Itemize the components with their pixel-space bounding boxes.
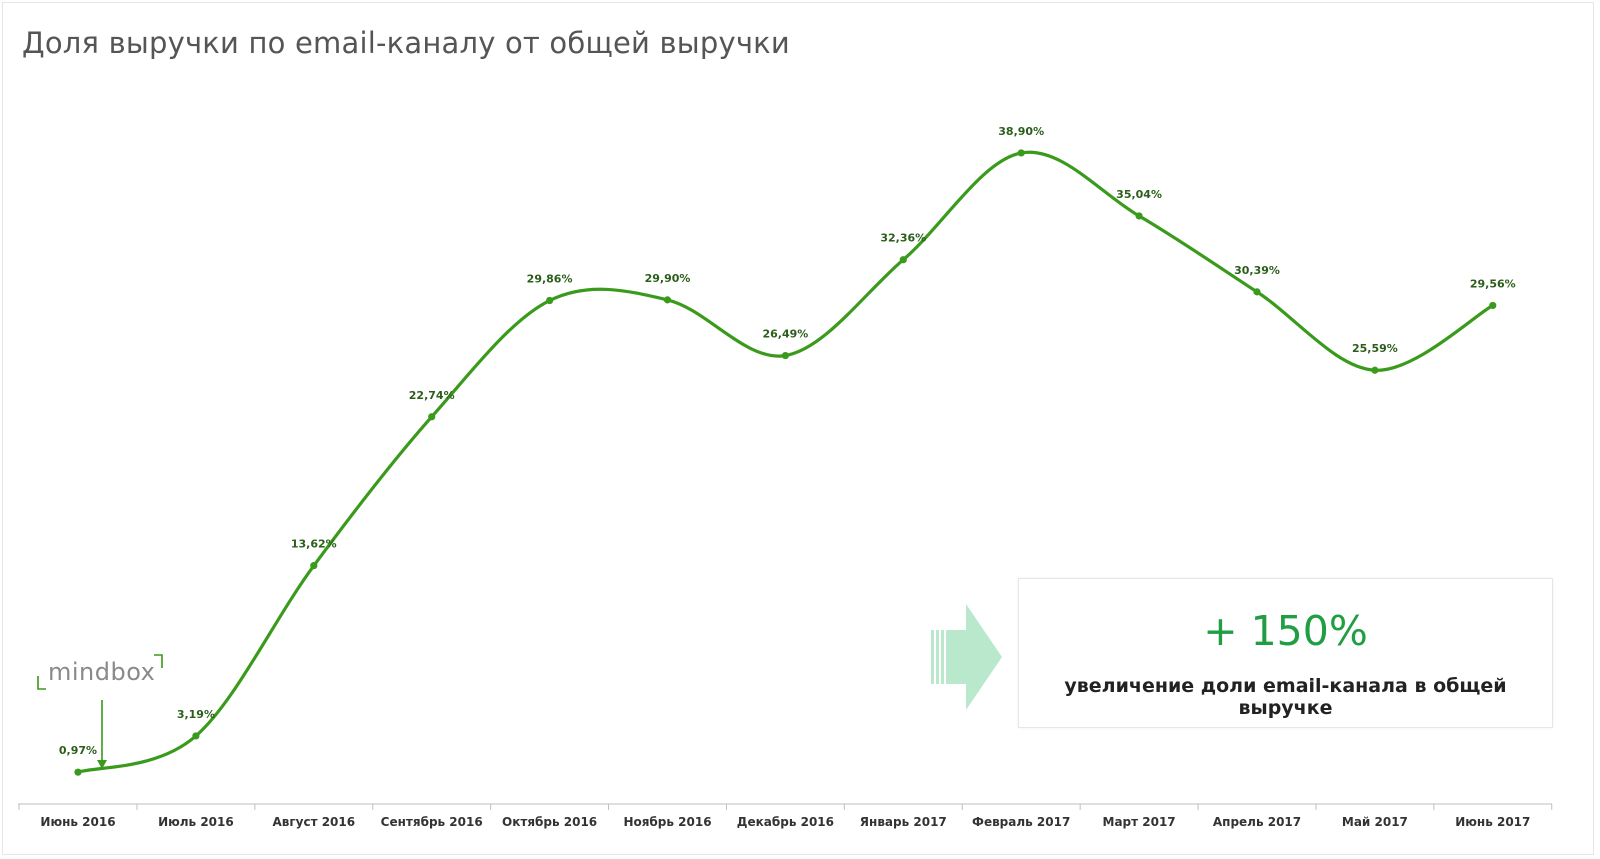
data-point [781,351,790,360]
x-tick-label: Июль 2016 [158,815,234,829]
logo-text: mindbox [48,658,156,686]
data-labels: 0,97% 3,19% 13,62% 22,74% 29,86% 29,90% 26,49%… [59,125,1516,757]
data-point [899,256,907,264]
data-label: 25,59% [1352,342,1398,355]
data-point [1371,366,1379,374]
data-point [1017,149,1025,157]
data-label: 29,56% [1470,277,1516,290]
data-label: 13,62% [291,538,337,551]
data-label: 32,36% [880,232,926,245]
arrow-stripe [941,630,944,684]
data-label: 0,97% [59,744,97,757]
data-label: 35,04% [1116,188,1162,201]
data-points [74,149,1497,776]
data-point [310,562,318,570]
data-point [546,296,554,305]
arrow-stripe [931,630,934,684]
data-point [192,732,200,740]
data-label: 30,39% [1234,264,1280,277]
x-tick-label: Июнь 2017 [1455,815,1530,829]
x-tick-label: Декабрь 2016 [737,815,834,829]
data-label: 38,90% [998,125,1044,138]
callout-text: увеличение доли email-канала в общей выр… [1064,675,1507,719]
data-label: 3,19% [177,708,215,721]
x-tick-label: Май 2017 [1342,815,1408,829]
x-tick-label: Июнь 2016 [40,815,115,829]
arrow-down-icon [97,760,107,769]
data-point [428,413,436,421]
x-tick-label: Март 2017 [1103,815,1176,829]
chart-title: Доля выручки по email-каналу от общей вы… [22,26,790,60]
arrow-stripe [936,630,939,684]
data-point [663,296,672,304]
x-tick-label: Сентябрь 2016 [381,815,483,829]
callout-box: + 150% увеличение доли email-канала в об… [1018,578,1553,728]
data-point [74,768,82,776]
x-tick-label: Август 2016 [272,815,355,829]
logo-brackets [37,654,163,690]
x-tick-label: Ноябрь 2016 [623,815,711,829]
data-label: 29,90% [645,272,691,285]
mindbox-logo: mindbox [36,652,166,692]
data-point [1489,301,1497,310]
x-tick-label: Февраль 2017 [972,815,1070,829]
arrow-right-icon [946,604,1002,710]
data-label: 26,49% [762,328,808,341]
decorations [97,604,1002,769]
x-tick-label: Октябрь 2016 [502,815,597,829]
x-tick-label: Апрель 2017 [1213,815,1301,829]
data-point [1135,212,1143,220]
x-axis: Июнь 2016 Июль 2016 Август 2016 Сентябрь 20… [18,803,1553,829]
callout-value: + 150% [1203,607,1368,655]
data-label: 29,86% [527,273,573,286]
x-tick-label: Январь 2017 [860,815,947,829]
data-label: 22,74% [409,389,455,402]
data-point [1253,288,1261,296]
